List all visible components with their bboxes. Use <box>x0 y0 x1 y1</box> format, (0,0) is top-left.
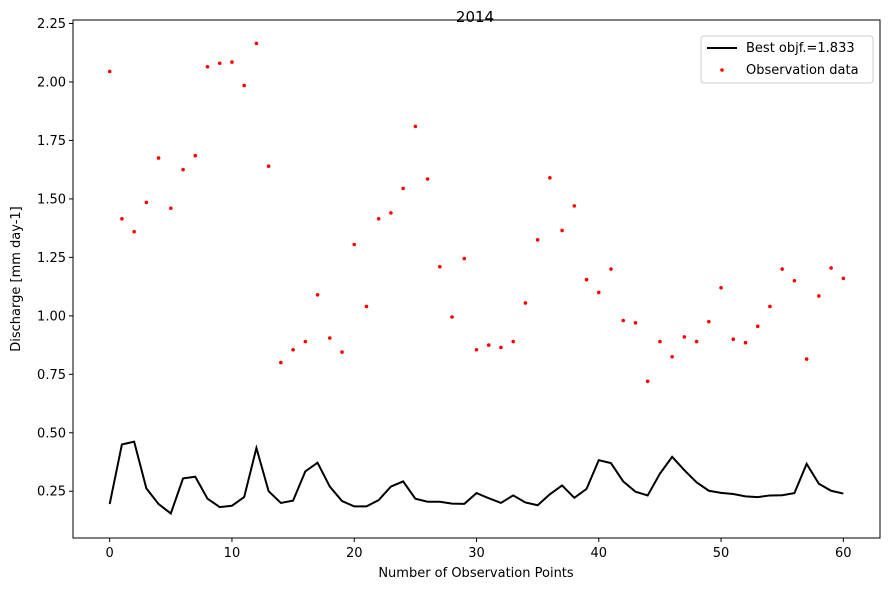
x-axis-label: Number of Observation Points <box>378 566 574 581</box>
observation-point <box>829 266 833 270</box>
observation-point <box>792 278 797 283</box>
chart-title: 2014 <box>456 8 494 26</box>
observation-point <box>279 360 283 365</box>
x-tick-label: 60 <box>835 546 852 561</box>
y-tick-label: 0.50 <box>37 426 66 441</box>
y-axis-label: Discharge [mm day-1] <box>9 206 24 352</box>
observation-point <box>731 337 736 342</box>
observation-point <box>120 216 124 221</box>
x-tick-label: 10 <box>224 546 241 561</box>
observation-point <box>376 216 381 221</box>
observation-point <box>499 345 503 350</box>
observation-point <box>609 267 613 271</box>
y-tick-label: 0.75 <box>37 368 66 383</box>
observation-point <box>841 276 846 281</box>
observation-point <box>743 340 748 345</box>
observation-point <box>535 238 540 242</box>
legend-marker-swatch <box>720 68 724 72</box>
y-tick-label: 2.25 <box>37 17 66 32</box>
observation-point <box>340 350 344 354</box>
observation-point <box>254 41 259 46</box>
observation-point <box>707 319 711 324</box>
observation-point <box>169 206 173 211</box>
observation-point <box>572 204 577 208</box>
observation-point <box>780 267 784 271</box>
x-axis-ticks: 0 10 20 30 40 50 60 <box>106 538 852 561</box>
observation-point <box>352 242 357 247</box>
observation-point <box>548 176 552 180</box>
x-tick-label: 50 <box>713 546 730 561</box>
legend-box <box>700 35 874 84</box>
observation-point <box>462 256 467 261</box>
x-tick-label: 40 <box>590 546 607 561</box>
observation-point <box>560 228 564 233</box>
legend-label-model: Best objf.=1.833 <box>746 41 855 56</box>
observation-point <box>327 336 332 340</box>
y-tick-label: 2.00 <box>37 75 66 90</box>
y-axis-ticks: 0.25 0.50 0.75 1.00 1.25 1.50 1.75 2.00 2.25 <box>37 17 73 500</box>
observation-point <box>315 292 320 297</box>
observation-points <box>107 41 846 384</box>
observation-point <box>596 290 601 295</box>
observation-point <box>450 315 454 319</box>
observation-point <box>633 321 638 325</box>
observation-point <box>682 335 687 339</box>
observation-point <box>266 164 271 168</box>
observation-point <box>694 339 699 344</box>
observation-point <box>511 339 515 344</box>
observation-point <box>658 339 662 344</box>
observation-point <box>425 177 430 181</box>
legend-label-observation: Observation data <box>746 63 859 78</box>
observation-point <box>291 347 295 352</box>
observation-point <box>181 167 185 172</box>
observation-point <box>401 186 405 191</box>
x-tick-label: 0 <box>106 546 114 561</box>
observation-point <box>621 318 626 323</box>
observation-point <box>438 264 442 269</box>
observation-point <box>217 61 222 66</box>
observation-point <box>413 124 418 129</box>
observation-point <box>755 324 760 329</box>
observation-point <box>389 211 393 215</box>
observation-point <box>230 60 234 64</box>
observation-point <box>670 354 674 359</box>
y-tick-label: 1.00 <box>37 309 66 324</box>
y-tick-label: 1.25 <box>37 251 66 266</box>
series-line-best-objf <box>108 440 844 516</box>
observation-point <box>193 153 198 158</box>
plot-data <box>107 41 846 516</box>
observation-point <box>132 229 136 234</box>
observation-point <box>768 304 772 309</box>
observation-point <box>804 357 809 361</box>
observation-point <box>645 379 650 384</box>
y-tick-label: 0.25 <box>37 485 66 500</box>
observation-point <box>156 156 161 160</box>
observation-point <box>144 200 149 205</box>
observation-point <box>205 64 210 69</box>
plot-area-frame <box>72 19 881 539</box>
observation-point <box>364 304 369 309</box>
y-tick-label: 1.50 <box>37 192 66 207</box>
observation-point <box>584 277 589 282</box>
observation-point <box>486 343 491 347</box>
legend: Best objf.=1.833 Observation data <box>700 35 874 84</box>
observation-point <box>474 347 479 352</box>
observation-point <box>107 69 112 74</box>
y-tick-label: 1.75 <box>37 134 66 149</box>
observation-point <box>817 294 821 298</box>
observation-point <box>242 83 246 88</box>
x-tick-label: 30 <box>468 546 485 561</box>
observation-point <box>523 301 528 305</box>
x-tick-label: 20 <box>346 546 363 561</box>
observation-point <box>719 285 723 290</box>
observation-point <box>303 339 308 344</box>
